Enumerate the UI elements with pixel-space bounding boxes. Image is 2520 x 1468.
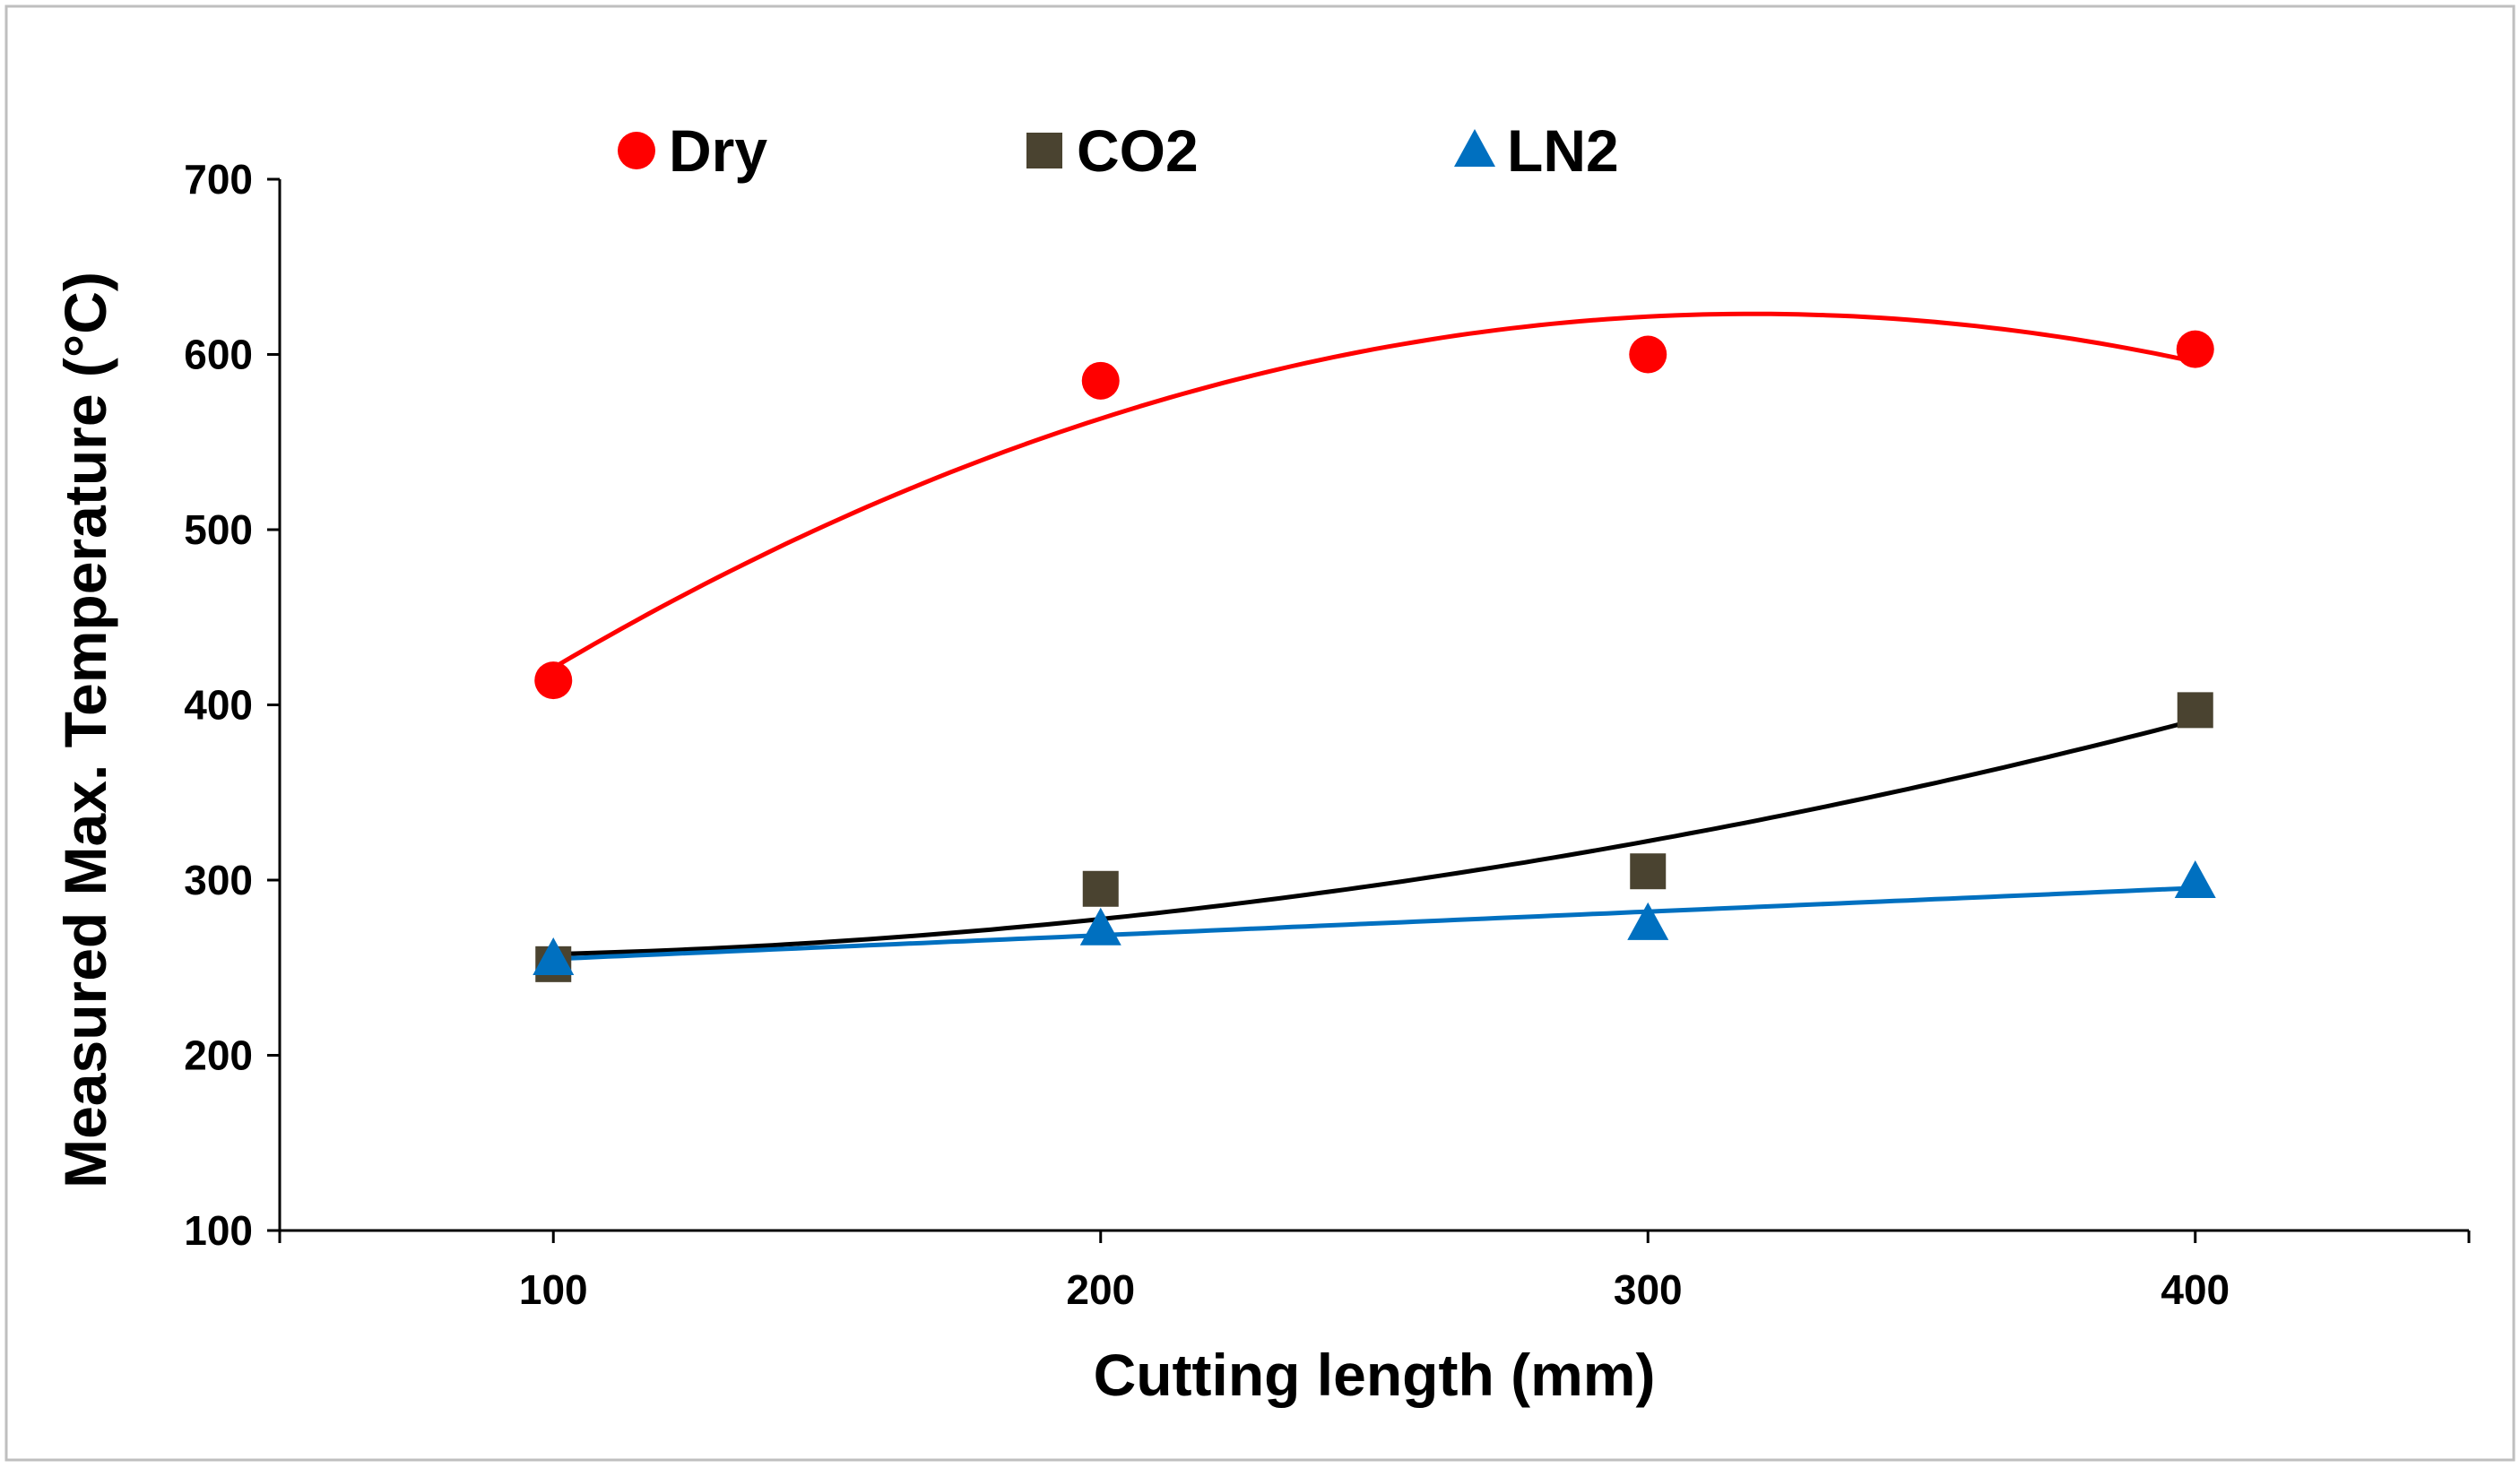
- x-tick-label: 300: [1614, 1266, 1683, 1313]
- marker-co2: [2177, 692, 2213, 729]
- legend-item-ln2: LN2: [1454, 117, 1619, 184]
- y-tick-label: 100: [184, 1207, 253, 1254]
- marker-dry: [1081, 361, 1120, 400]
- legend: Dry CO2 LN2: [618, 117, 1619, 184]
- x-axis-title: Cutting length (mm): [1094, 1342, 1656, 1408]
- marker-ln2: [1627, 902, 1669, 940]
- x-tick-label: 200: [1066, 1266, 1135, 1313]
- legend-marker-ln2: [1454, 129, 1495, 167]
- y-tick-label: 400: [184, 682, 253, 729]
- marker-co2: [1630, 853, 1667, 890]
- y-tick-label: 700: [184, 156, 253, 203]
- marker-dry: [1629, 335, 1667, 374]
- trendline-ln2: [553, 885, 2195, 962]
- axes: 100 200 300 400 500 600 700 100 200 300 400: [184, 156, 2471, 1313]
- chart-border: [4, 4, 2516, 1462]
- y-tick-label: 500: [184, 506, 253, 553]
- x-tick-label: 100: [519, 1266, 588, 1313]
- data-markers: [533, 330, 2216, 982]
- x-tick-label: 400: [2161, 1266, 2230, 1313]
- y-tick-label: 300: [184, 857, 253, 903]
- legend-label-dry: Dry: [669, 117, 767, 184]
- y-tick-label: 600: [184, 332, 253, 378]
- trendline-co2: [553, 718, 2196, 957]
- legend-label-co2: CO2: [1077, 117, 1199, 184]
- legend-label-ln2: LN2: [1507, 117, 1619, 184]
- marker-ln2: [1079, 907, 1121, 946]
- marker-ln2: [533, 937, 575, 975]
- marker-co2: [1082, 870, 1119, 907]
- y-tick-label: 200: [184, 1032, 253, 1079]
- trendline-dry: [552, 311, 2196, 670]
- trendlines: [552, 311, 2196, 962]
- legend-marker-co2: [1026, 133, 1062, 168]
- legend-item-dry: Dry: [618, 117, 767, 184]
- marker-ln2: [2174, 859, 2216, 898]
- legend-item-co2: CO2: [1026, 117, 1199, 184]
- y-axis-title: Measured Max. Temperature (°C): [52, 272, 118, 1188]
- marker-dry: [2176, 330, 2214, 368]
- legend-marker-dry: [618, 132, 655, 169]
- marker-dry: [534, 661, 573, 700]
